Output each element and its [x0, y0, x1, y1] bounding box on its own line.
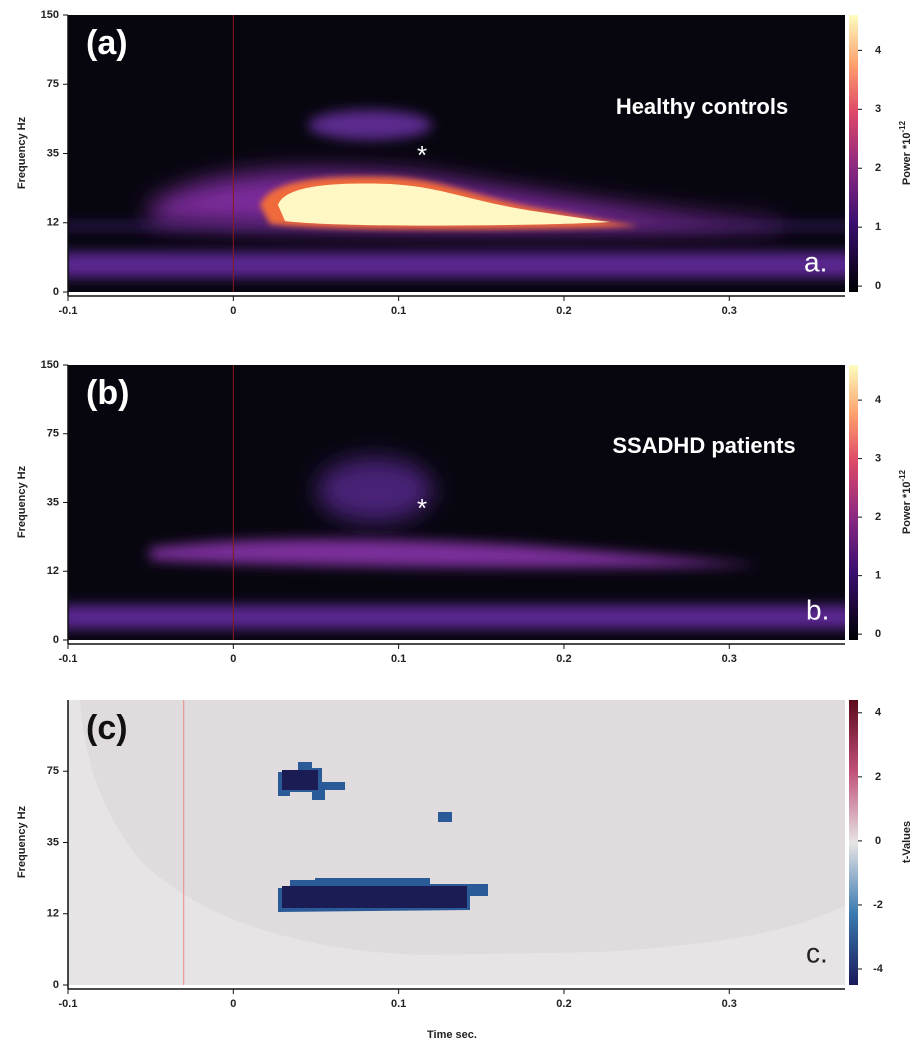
y-axis-label: Frequency Hz [16, 805, 28, 878]
colorbar-label-sup: -12 [898, 120, 907, 132]
y-tick-label: 35 [47, 836, 59, 848]
corner-label: c. [806, 937, 828, 968]
heatmap-c [68, 700, 845, 985]
colorbar-tick-label: 2 [875, 162, 881, 174]
x-tick-label: 0.1 [391, 305, 406, 317]
colorbar-tick-label: 0 [875, 835, 881, 847]
x-tick-label: 0.2 [556, 653, 571, 665]
x-tick-label: 0.3 [722, 998, 737, 1010]
x-axis-label: Time sec. [427, 1029, 477, 1041]
x-tick-label: -0.1 [59, 998, 78, 1010]
x-tick-label: 0.3 [722, 305, 737, 317]
x-tick-label: 0.1 [391, 653, 406, 665]
x-tick-label: 0.2 [556, 998, 571, 1010]
y-tick-label: 150 [41, 9, 59, 21]
panel-label: (c) [86, 709, 128, 747]
colorbar-tick-label: -2 [873, 899, 883, 911]
colorbar-label-sup: -12 [898, 469, 907, 481]
x-tick-label: 0 [230, 305, 236, 317]
corner-label: a. [804, 246, 827, 277]
panel-label: (b) [86, 374, 129, 412]
panel-title: Healthy controls [616, 94, 788, 119]
y-tick-label: 35 [47, 496, 59, 508]
colorbar-label: Power *10-12 [898, 469, 913, 534]
y-tick-label: 0 [53, 634, 59, 646]
panel-title: SSADHD patients [612, 433, 795, 458]
y-axis-label: Frequency Hz [16, 116, 28, 189]
y-tick-label: 35 [47, 147, 59, 159]
colorbar-label-text: Power *10 [901, 481, 913, 534]
y-tick-label: 12 [47, 908, 59, 920]
y-tick-label: 0 [53, 979, 59, 991]
corner-label: b. [806, 594, 829, 625]
colorbar-tick-label: 3 [875, 103, 881, 115]
colorbar-tick-label: 4 [875, 44, 882, 56]
x-tick-label: 0.3 [722, 653, 737, 665]
x-tick-label: -0.1 [59, 653, 78, 665]
y-tick-label: 12 [47, 565, 59, 577]
colorbar-tick-label: 1 [875, 570, 881, 582]
colorbar [849, 365, 858, 640]
colorbar-label-text: Power *10 [901, 132, 913, 185]
colorbar-tick-label: 1 [875, 221, 881, 233]
colorbar-tick-label: 0 [875, 628, 881, 640]
heatmap-a [68, 15, 845, 292]
y-axis-label: Frequency Hz [16, 465, 28, 538]
colorbar-tick-label: 2 [875, 771, 881, 783]
y-tick-label: 75 [47, 78, 59, 90]
colorbar-label: t-Values [901, 821, 913, 863]
y-tick-label: 0 [53, 286, 59, 298]
annotation: * [417, 493, 427, 523]
colorbar-tick-label: 3 [875, 453, 881, 465]
colorbar-tick-label: 2 [875, 511, 881, 523]
y-tick-label: 75 [47, 428, 59, 440]
colorbar-tick-label: -4 [873, 963, 884, 975]
heatmap-b [68, 365, 845, 640]
x-tick-label: 0 [230, 653, 236, 665]
colorbar-tick-label: 4 [875, 394, 882, 406]
colorbar-tick-label: 4 [875, 707, 882, 719]
colorbar [849, 700, 858, 985]
panel-label: (a) [86, 24, 128, 62]
y-tick-label: 150 [41, 359, 59, 371]
x-tick-label: -0.1 [59, 305, 78, 317]
colorbar-tick-label: 0 [875, 280, 881, 292]
y-tick-label: 75 [47, 765, 59, 777]
x-tick-label: 0.1 [391, 998, 406, 1010]
y-tick-label: 12 [47, 217, 59, 229]
colorbar-label: Power *10-12 [898, 120, 913, 185]
x-tick-label: 0.2 [556, 305, 571, 317]
annotation: * [417, 140, 427, 170]
colorbar [849, 15, 858, 292]
x-tick-label: 0 [230, 998, 236, 1010]
